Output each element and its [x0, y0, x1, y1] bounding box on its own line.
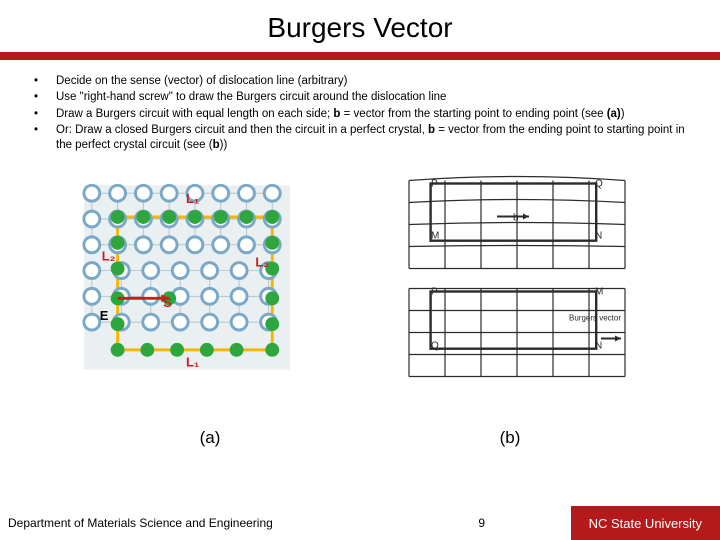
footer-page: 9	[273, 516, 571, 530]
svg-text:L₂: L₂	[101, 249, 115, 264]
figure-b: P Q N M P M Q Nb Burgers vector	[389, 170, 649, 385]
caption-a: (a)	[80, 428, 340, 448]
bullet-region: •Decide on the sense (vector) of disloca…	[0, 60, 720, 164]
svg-text:P: P	[431, 286, 438, 297]
svg-text:P: P	[431, 178, 438, 189]
svg-text:Burgers vector: Burgers vector	[569, 313, 621, 322]
footer-dept: Department of Materials Science and Engi…	[0, 516, 273, 530]
svg-text:L₁: L₁	[186, 355, 199, 370]
svg-text:S: S	[163, 295, 172, 310]
figure-a: L₁ L₂ L₂ E S L₁	[72, 170, 302, 385]
svg-text:E: E	[99, 308, 108, 323]
svg-text:b: b	[513, 212, 519, 223]
svg-text:N: N	[595, 340, 602, 351]
svg-text:N: N	[595, 230, 602, 241]
bullet-item: •Use "right-hand screw" to draw the Burg…	[34, 90, 686, 104]
footer: Department of Materials Science and Engi…	[0, 506, 720, 540]
svg-text:M: M	[595, 286, 603, 297]
bullet-item: •Draw a Burgers circuit with equal lengt…	[34, 107, 686, 121]
caption-b: (b)	[380, 428, 640, 448]
slide-title: Burgers Vector	[0, 0, 720, 52]
svg-text:L₂: L₂	[255, 254, 269, 269]
svg-text:Q: Q	[595, 178, 603, 189]
caption-row: (a) (b)	[0, 428, 720, 448]
footer-university: NC State University	[571, 506, 720, 540]
svg-text:Q: Q	[431, 340, 439, 351]
figures-row: L₁ L₂ L₂ E S L₁ P Q N M P M Q Nb Burgers vector	[0, 164, 720, 432]
figure-b-svg: P Q N M P M Q Nb Burgers vector	[389, 170, 649, 385]
svg-text:M: M	[431, 230, 439, 241]
svg-text:L₁: L₁	[186, 191, 199, 206]
figure-a-svg: L₁ L₂ L₂ E S L₁	[72, 170, 302, 385]
bullet-item: •Or: Draw a closed Burgers circuit and t…	[34, 123, 686, 152]
bullet-item: •Decide on the sense (vector) of disloca…	[34, 74, 686, 88]
accent-bar	[0, 52, 720, 60]
